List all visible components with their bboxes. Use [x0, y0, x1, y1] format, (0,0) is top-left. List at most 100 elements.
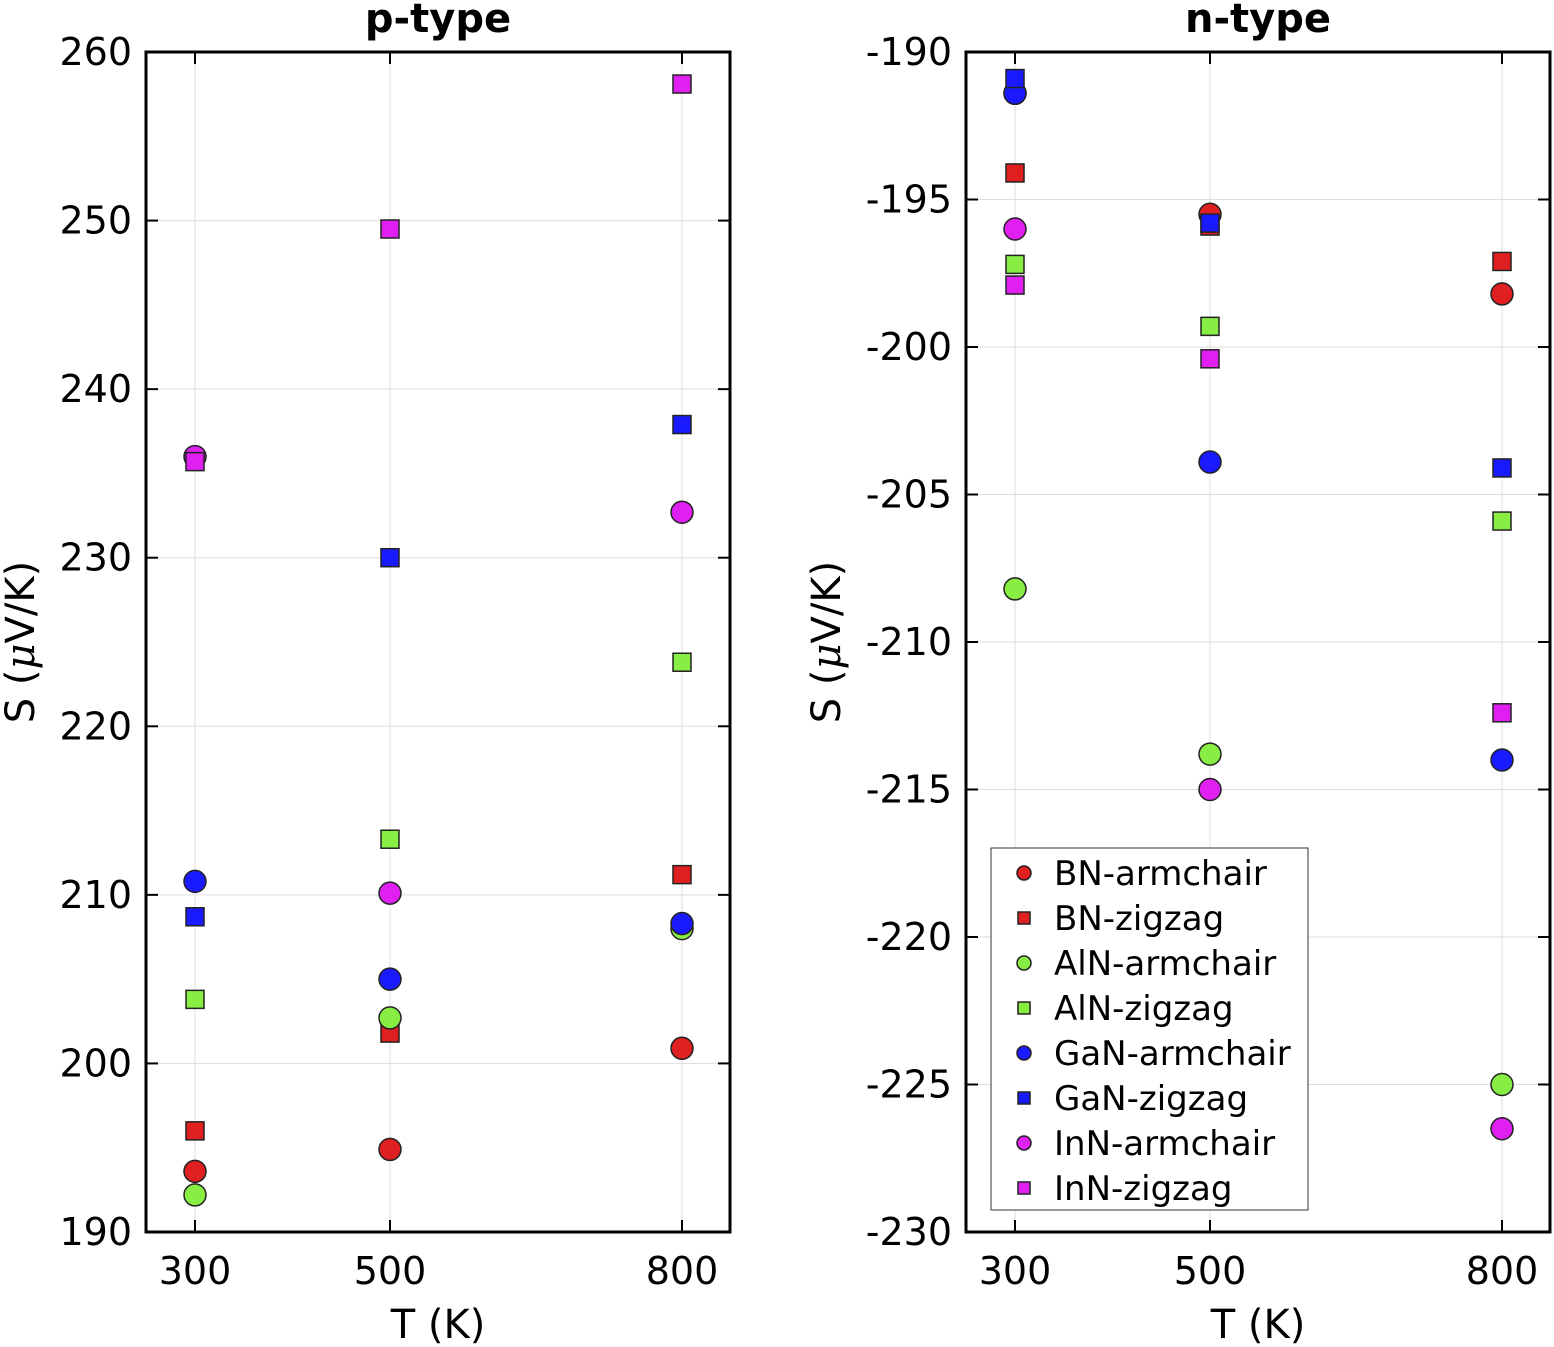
n-type-point-gan-zigzag	[1005, 68, 1025, 89]
p-type-point-bn-zigzag	[185, 1121, 205, 1141]
p-type-y-tick-label: 200	[59, 1041, 132, 1085]
p-type-point-bn-zigzag	[672, 864, 692, 885]
n-type-point-gan-zigzag	[1200, 213, 1220, 233]
p-type-point-inn-zigzag	[380, 219, 400, 239]
legend-label-gan-zigzag: GaN-zigzag	[1054, 1079, 1248, 1119]
n-type-markers	[1003, 68, 1514, 1141]
p-type-point-aln-zigzag	[185, 989, 205, 1010]
n-type-y-axis-label-text: S (	[804, 669, 850, 723]
p-type-x-axis-label: T (K)	[390, 1302, 486, 1347]
legend-label-inn-zigzag: InN-zigzag	[1054, 1169, 1232, 1209]
p-type-point-inn-armchair	[378, 881, 402, 905]
legend-marker-inn-armchair	[1016, 1135, 1032, 1151]
n-type-y-tick-label: -200	[866, 325, 952, 369]
n-type-point-inn-zigzag	[1492, 703, 1512, 723]
p-type-panel: 190 200 210 220 230 240 250 260 300 500 800 p-type…	[0, 0, 732, 1347]
n-type-y-tick-label: -195	[866, 178, 952, 222]
n-type-y-tick-label: -215	[866, 768, 952, 812]
legend-label-gan-armchair: GaN-armchair	[1054, 1034, 1291, 1074]
n-type-y-tick-label: -205	[866, 473, 952, 517]
n-type-ticks: -230 -225 -220 -215 -210 -205 -200 -195 -190 300 5…	[866, 30, 1550, 1293]
legend-marker-aln-armchair	[1016, 955, 1032, 971]
n-type-panel: -230 -225 -220 -215 -210 -205 -200 -195 -190 300 5…	[804, 0, 1552, 1347]
n-type-y-tick-label: -210	[866, 620, 952, 664]
n-type-y-tick-label: -220	[866, 915, 952, 959]
n-type-point-bn-armchair	[1490, 282, 1514, 306]
n-type-y-tick-label: -190	[866, 30, 952, 74]
legend-marker-aln-zigzag	[1017, 1001, 1031, 1015]
p-type-point-aln-armchair	[378, 1006, 402, 1030]
p-type-y-tick-label: 210	[59, 873, 132, 917]
n-type-point-gan-armchair	[1490, 748, 1514, 772]
n-type-y-axis-label-mu: μ	[804, 643, 850, 669]
n-type-y-axis-label-unit: V/K)	[804, 561, 850, 644]
p-type-point-bn-armchair	[378, 1137, 402, 1162]
legend-label-aln-zigzag: AlN-zigzag	[1054, 989, 1234, 1029]
p-type-grid	[146, 51, 730, 1233]
legend-marker-gan-armchair	[1016, 1045, 1032, 1061]
p-type-y-tick-label: 240	[59, 367, 132, 411]
legend-label-bn-zigzag: BN-zigzag	[1054, 899, 1224, 939]
n-type-title: n-type	[1185, 0, 1331, 42]
p-type-point-inn-zigzag	[672, 74, 692, 94]
p-type-y-tick-label: 260	[59, 30, 132, 74]
p-type-point-gan-armchair	[378, 967, 402, 991]
p-type-point-gan-zigzag	[185, 907, 205, 927]
p-type-point-aln-zigzag	[380, 829, 400, 849]
n-type-point-inn-zigzag	[1200, 349, 1220, 369]
p-type-point-gan-armchair	[670, 911, 694, 936]
n-type-point-inn-armchair	[1198, 777, 1222, 802]
n-type-y-tick-label: -225	[866, 1063, 952, 1107]
p-type-y-axis-label-mu: μ	[0, 643, 44, 669]
p-type-plot-frame	[144, 50, 732, 1234]
legend: BN-armchair BN-zigzag AlN-armchair AlN-zigz…	[990, 847, 1309, 1211]
n-type-point-aln-zigzag	[1200, 316, 1220, 337]
n-type-point-gan-armchair	[1198, 450, 1222, 474]
p-type-x-tick-label: 500	[354, 1249, 427, 1293]
n-type-point-bn-zigzag	[1492, 251, 1512, 272]
n-type-point-gan-zigzag	[1492, 458, 1512, 478]
n-type-point-aln-zigzag	[1492, 511, 1512, 531]
p-type-y-axis-label: S (μV/K)	[0, 561, 44, 723]
p-type-y-axis-label-text: S (	[0, 669, 44, 723]
legend-marker-bn-zigzag	[1017, 911, 1031, 925]
n-type-point-aln-armchair	[1003, 577, 1027, 601]
legend-box	[990, 847, 1309, 1211]
p-type-y-tick-label: 220	[59, 704, 132, 748]
n-type-x-axis-label: T (K)	[1210, 1302, 1306, 1347]
n-type-x-tick-label: 300	[979, 1249, 1052, 1293]
p-type-point-gan-armchair	[183, 869, 207, 894]
n-type-point-aln-zigzag	[1005, 254, 1025, 275]
legend-label-inn-armchair: InN-armchair	[1054, 1124, 1275, 1164]
n-type-point-inn-armchair	[1490, 1117, 1514, 1141]
p-type-point-inn-armchair	[670, 500, 694, 524]
p-type-title: p-type	[365, 0, 511, 42]
n-type-point-aln-armchair	[1490, 1072, 1514, 1097]
p-type-y-tick-label: 190	[59, 1210, 132, 1254]
p-type-x-tick-label: 800	[646, 1249, 719, 1293]
n-type-x-tick-label: 800	[1466, 1249, 1539, 1293]
p-type-point-gan-zigzag	[672, 414, 692, 435]
p-type-ticks: 190 200 210 220 230 240 250 260 300 500 800	[59, 30, 730, 1293]
n-type-plot-frame	[964, 50, 1552, 1234]
n-type-x-tick-label: 500	[1174, 1249, 1247, 1293]
p-type-point-inn-zigzag	[185, 451, 205, 472]
n-type-point-inn-zigzag	[1005, 275, 1025, 295]
p-type-point-aln-zigzag	[672, 652, 692, 672]
legend-marker-inn-zigzag	[1017, 1181, 1031, 1195]
n-type-point-aln-armchair	[1198, 742, 1222, 766]
legend-label-bn-armchair: BN-armchair	[1054, 854, 1267, 894]
p-type-point-bn-armchair	[670, 1036, 694, 1061]
n-type-point-bn-zigzag	[1005, 163, 1025, 183]
legend-marker-gan-zigzag	[1017, 1091, 1031, 1105]
p-type-markers	[183, 74, 694, 1207]
n-type-y-axis-label: S (μV/K)	[804, 561, 850, 723]
n-type-y-tick-label: -230	[866, 1210, 952, 1254]
p-type-x-tick-label: 300	[159, 1249, 232, 1293]
p-type-point-aln-armchair	[183, 1183, 207, 1207]
p-type-y-tick-label: 250	[59, 199, 132, 243]
p-type-y-tick-label: 230	[59, 536, 132, 580]
p-type-y-axis-label-unit: V/K)	[0, 561, 44, 644]
p-type-point-gan-zigzag	[380, 547, 400, 568]
